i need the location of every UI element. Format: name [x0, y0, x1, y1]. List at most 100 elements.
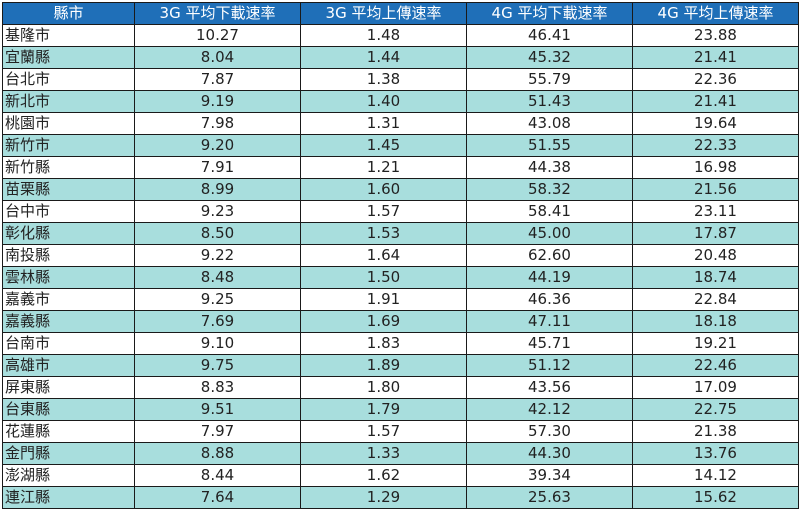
cell-city: 澎湖縣: [2, 464, 135, 487]
table-row: 桃園市 7.98 1.31 43.08 19.64: [2, 112, 799, 135]
table-row: 雲林縣 8.48 1.50 44.19 18.74: [2, 266, 799, 289]
cell-city: 高雄市: [2, 354, 135, 377]
cell-4g-download: 51.55: [466, 134, 633, 157]
cell-3g-download: 9.75: [134, 354, 301, 377]
header-3g-upload: 3G 平均上傳速率: [300, 2, 467, 25]
table-row: 宜蘭縣 8.04 1.44 45.32 21.41: [2, 46, 799, 69]
cell-3g-upload: 1.80: [300, 376, 467, 399]
cell-city: 台東縣: [2, 398, 135, 421]
cell-4g-download: 62.60: [466, 244, 633, 267]
cell-city: 台南市: [2, 332, 135, 355]
cell-city: 連江縣: [2, 486, 135, 509]
cell-3g-download: 9.10: [134, 332, 301, 355]
cell-3g-upload: 1.57: [300, 420, 467, 443]
cell-4g-upload: 20.48: [632, 244, 799, 267]
cell-3g-upload: 1.31: [300, 112, 467, 135]
cell-4g-download: 44.38: [466, 156, 633, 179]
cell-4g-upload: 22.46: [632, 354, 799, 377]
cell-city: 雲林縣: [2, 266, 135, 289]
cell-3g-upload: 1.21: [300, 156, 467, 179]
cell-3g-download: 8.44: [134, 464, 301, 487]
cell-3g-upload: 1.45: [300, 134, 467, 157]
cell-4g-download: 46.41: [466, 24, 633, 47]
cell-4g-download: 58.41: [466, 200, 633, 223]
cell-city: 彰化縣: [2, 222, 135, 245]
cell-city: 屏東縣: [2, 376, 135, 399]
cell-4g-upload: 22.75: [632, 398, 799, 421]
cell-4g-download: 43.56: [466, 376, 633, 399]
cell-3g-upload: 1.89: [300, 354, 467, 377]
cell-4g-download: 55.79: [466, 68, 633, 91]
cell-3g-download: 8.99: [134, 178, 301, 201]
cell-4g-upload: 22.36: [632, 68, 799, 91]
cell-3g-download: 7.69: [134, 310, 301, 333]
header-city: 縣市: [2, 2, 135, 25]
cell-4g-upload: 23.88: [632, 24, 799, 47]
cell-3g-download: 8.04: [134, 46, 301, 69]
table-row: 南投縣 9.22 1.64 62.60 20.48: [2, 244, 799, 267]
cell-4g-upload: 21.56: [632, 178, 799, 201]
cell-3g-download: 7.87: [134, 68, 301, 91]
cell-4g-upload: 21.41: [632, 46, 799, 69]
cell-city: 桃園市: [2, 112, 135, 135]
table-row: 苗栗縣 8.99 1.60 58.32 21.56: [2, 178, 799, 201]
header-3g-download: 3G 平均下載速率: [134, 2, 301, 25]
cell-4g-upload: 13.76: [632, 442, 799, 465]
cell-4g-upload: 23.11: [632, 200, 799, 223]
cell-3g-download: 7.98: [134, 112, 301, 135]
cell-city: 金門縣: [2, 442, 135, 465]
cell-3g-upload: 1.62: [300, 464, 467, 487]
cell-4g-download: 51.12: [466, 354, 633, 377]
cell-3g-download: 7.97: [134, 420, 301, 443]
cell-4g-download: 25.63: [466, 486, 633, 509]
cell-4g-upload: 19.64: [632, 112, 799, 135]
cell-3g-download: 9.22: [134, 244, 301, 267]
table-row: 新北市 9.19 1.40 51.43 21.41: [2, 90, 799, 113]
cell-4g-download: 39.34: [466, 464, 633, 487]
header-4g-download: 4G 平均下載速率: [466, 2, 633, 25]
cell-4g-download: 57.30: [466, 420, 633, 443]
cell-4g-download: 45.00: [466, 222, 633, 245]
cell-4g-upload: 17.87: [632, 222, 799, 245]
cell-3g-upload: 1.40: [300, 90, 467, 113]
cell-4g-upload: 17.09: [632, 376, 799, 399]
cell-city: 台北市: [2, 68, 135, 91]
cell-3g-download: 10.27: [134, 24, 301, 47]
cell-3g-upload: 1.38: [300, 68, 467, 91]
table-row: 花蓮縣 7.97 1.57 57.30 21.38: [2, 420, 799, 443]
cell-4g-upload: 21.41: [632, 90, 799, 113]
table-row: 新竹縣 7.91 1.21 44.38 16.98: [2, 156, 799, 179]
cell-3g-upload: 1.48: [300, 24, 467, 47]
table-row: 台中市 9.23 1.57 58.41 23.11: [2, 200, 799, 223]
cell-3g-download: 8.50: [134, 222, 301, 245]
cell-city: 苗栗縣: [2, 178, 135, 201]
cell-3g-download: 9.23: [134, 200, 301, 223]
cell-4g-download: 47.11: [466, 310, 633, 333]
cell-3g-download: 8.48: [134, 266, 301, 289]
cell-4g-upload: 16.98: [632, 156, 799, 179]
cell-4g-download: 43.08: [466, 112, 633, 135]
cell-city: 花蓮縣: [2, 420, 135, 443]
cell-3g-upload: 1.60: [300, 178, 467, 201]
cell-4g-download: 44.19: [466, 266, 633, 289]
table-row: 台東縣 9.51 1.79 42.12 22.75: [2, 398, 799, 421]
table-row: 澎湖縣 8.44 1.62 39.34 14.12: [2, 464, 799, 487]
table-row: 新竹市 9.20 1.45 51.55 22.33: [2, 134, 799, 157]
header-row: 縣市 3G 平均下載速率 3G 平均上傳速率 4G 平均下載速率 4G 平均上傳…: [2, 2, 799, 25]
table-row: 金門縣 8.88 1.33 44.30 13.76: [2, 442, 799, 465]
table-row: 屏東縣 8.83 1.80 43.56 17.09: [2, 376, 799, 399]
cell-4g-upload: 19.21: [632, 332, 799, 355]
cell-city: 嘉義市: [2, 288, 135, 311]
table-row: 基隆市 10.27 1.48 46.41 23.88: [2, 24, 799, 47]
cell-3g-upload: 1.91: [300, 288, 467, 311]
cell-4g-download: 42.12: [466, 398, 633, 421]
cell-3g-upload: 1.50: [300, 266, 467, 289]
table-header: 縣市 3G 平均下載速率 3G 平均上傳速率 4G 平均下載速率 4G 平均上傳…: [2, 2, 799, 25]
cell-4g-upload: 15.62: [632, 486, 799, 509]
cell-3g-download: 9.20: [134, 134, 301, 157]
cell-city: 宜蘭縣: [2, 46, 135, 69]
cell-3g-upload: 1.53: [300, 222, 467, 245]
cell-4g-download: 45.71: [466, 332, 633, 355]
